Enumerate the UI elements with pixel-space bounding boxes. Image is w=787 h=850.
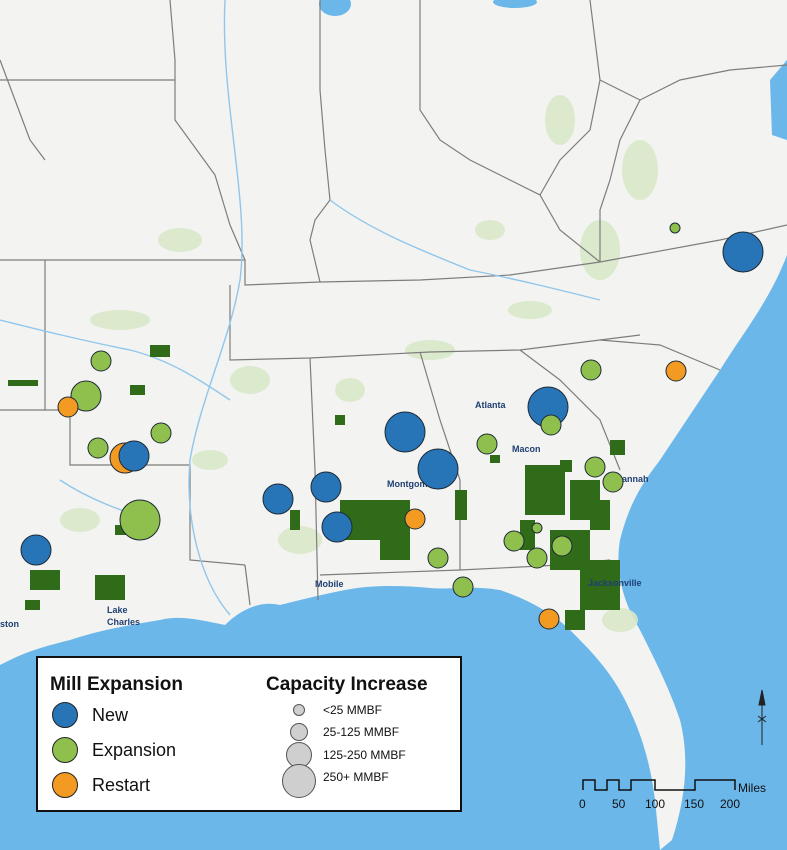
scale-tick-0: 0 [579, 797, 586, 811]
city-labels: Atlanta Macon Montgomery Savannah Mobile… [0, 400, 649, 629]
legend-item-restart: Restart [52, 772, 150, 798]
mill-marker-restart [57, 396, 79, 418]
mill-marker-expansion [584, 456, 606, 478]
mill-marker-expansion [669, 222, 681, 234]
state-boundaries [0, 0, 787, 606]
legend-item-expansion: Expansion [52, 737, 176, 763]
mill-marker-expansion [551, 535, 573, 557]
mill-marker-expansion [87, 437, 109, 459]
mill-marker-restart [538, 608, 560, 630]
mill-marker-expansion [150, 422, 172, 444]
mill-marker-expansion [531, 522, 543, 534]
city-label-macon: Macon [512, 444, 541, 454]
lake-erie [493, 0, 537, 8]
scale-unit-label: Miles [738, 781, 766, 795]
capacity-circle-125-250 [286, 742, 312, 768]
mill-marker-expansion [119, 499, 161, 541]
mill-marker-new [417, 448, 459, 490]
city-label-mobile: Mobile [315, 579, 344, 589]
capacity-circle-lt25 [293, 704, 305, 716]
mill-marker-new [118, 440, 150, 472]
legend-label-expansion: Expansion [92, 739, 177, 760]
mill-marker-expansion [503, 530, 525, 552]
restart-swatch [52, 772, 78, 798]
capacity-circle-250plus [282, 764, 316, 798]
capacity-label-125-250: 125-250 MMBF [323, 748, 406, 762]
capacity-label-lt25: <25 MMBF [323, 703, 383, 717]
mill-marker-restart [665, 360, 687, 382]
city-label-charles: Charles [107, 617, 140, 627]
mill-marker-new [310, 471, 342, 503]
mill-marker-expansion [526, 547, 548, 569]
mill-marker-expansion [452, 576, 474, 598]
north-arrow [757, 689, 767, 745]
city-label-savannah: Savannah [606, 474, 649, 484]
scale-tick-100: 100 [645, 797, 665, 811]
capacity-circle-25-125 [290, 723, 308, 741]
capacity-label-25-125: 25-125 MMBF [323, 725, 400, 739]
mill-marker-expansion [580, 359, 602, 381]
scale-tick-150: 150 [684, 797, 704, 811]
legend-item-new: New [52, 702, 128, 728]
chesapeake-bay [770, 60, 787, 140]
mill-marker-new [20, 534, 52, 566]
mill-marker-expansion [90, 350, 112, 372]
mill-marker-restart [404, 508, 426, 530]
mill-marker-expansion [427, 547, 449, 569]
mill-marker-expansion [540, 414, 562, 436]
rivers [0, 0, 601, 616]
city-label-montgomery: Montgomery [387, 479, 441, 489]
legend-label-new: New [92, 704, 129, 725]
scale-bar: Miles 0 50 100 150 200 [579, 779, 766, 811]
mill-marker-expansion [476, 433, 498, 455]
mill-marker-new [722, 231, 764, 273]
capacity-title: Capacity Increase [266, 674, 428, 695]
mill-marker-new [384, 411, 426, 453]
mill-markers [20, 222, 764, 630]
city-label-atlanta: Atlanta [475, 400, 506, 410]
city-label-lake: Lake [107, 605, 128, 615]
mill-marker-expansion [602, 471, 624, 493]
mill-marker-new [321, 511, 353, 543]
capacity-label-250plus: 250+ MMBF [323, 770, 389, 784]
expansion-swatch [52, 737, 78, 763]
forest-light-patches [60, 95, 658, 632]
legend: Mill Expansion New Expansion Restart Cap… [36, 656, 462, 812]
scale-tick-200: 200 [720, 797, 740, 811]
legend-title: Mill Expansion [50, 674, 184, 695]
lake-michigan [319, 0, 351, 16]
mill-marker-expansion [70, 380, 102, 412]
city-label-jacksonville: Jacksonville [588, 578, 642, 588]
new-swatch [52, 702, 78, 728]
mill-marker-new [262, 483, 294, 515]
scale-tick-50: 50 [612, 797, 626, 811]
city-label-ston: ston [0, 619, 19, 629]
legend-label-restart: Restart [92, 774, 151, 795]
